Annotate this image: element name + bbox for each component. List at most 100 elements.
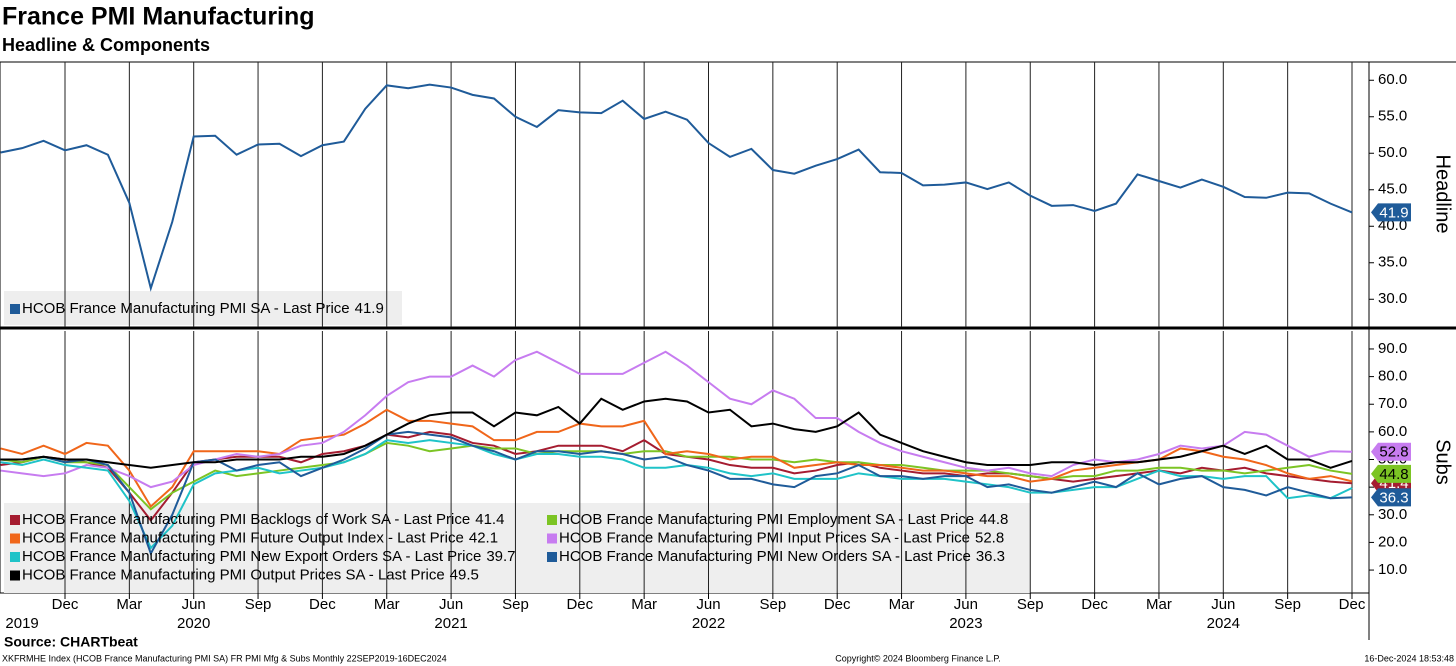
x-tick-label: Dec [824, 596, 851, 613]
legend-entry: HCOB France Manufacturing PMI Employment… [559, 511, 1008, 528]
legend-value: 41.4 [475, 511, 504, 528]
legend-swatch [547, 533, 557, 544]
footer-right: 16-Dec-2024 18:53:48 [1364, 653, 1454, 663]
chart-subtitle: Headline & Components [2, 35, 210, 55]
legend-entry: HCOB France Manufacturing PMI Input Pric… [559, 529, 1004, 546]
x-tick-label: Dec [566, 596, 593, 613]
legend-entry: HCOB France Manufacturing PMI Future Out… [22, 529, 498, 546]
x-year-label: 2023 [949, 615, 982, 632]
legend-name: HCOB France Manufacturing PMI Employment… [559, 511, 974, 528]
footer-left: XKFRMHE Index (HCOB France Manufacturing… [2, 653, 447, 663]
y-tick-label: 10.0 [1378, 561, 1407, 578]
x-tick-label: Sep [759, 596, 786, 613]
legend-entry: HCOB France Manufacturing PMI New Orders… [559, 548, 1005, 565]
legend-entry: HCOB France Manufacturing PMI Output Pri… [22, 566, 479, 583]
data-line [0, 397, 1353, 469]
x-tick-label: Jun [182, 596, 206, 613]
legend-value: 39.7 [486, 548, 515, 565]
x-tick-label: Jun [954, 596, 978, 613]
legend-swatch [10, 304, 20, 314]
legend-swatch [547, 515, 557, 525]
x-tick-label: Sep [1017, 596, 1044, 613]
y-tick-label: 60.0 [1378, 423, 1407, 440]
x-tick-label: Sep [245, 596, 272, 613]
y-tick-label: 45.0 [1378, 181, 1407, 198]
y-tick-label: 20.0 [1378, 533, 1407, 550]
legend-box [4, 503, 1030, 593]
legend-box [4, 291, 402, 325]
x-year-label: 2019 [5, 615, 38, 632]
legend-name: HCOB France Manufacturing PMI Future Out… [22, 529, 464, 546]
x-tick-label: Dec [1081, 596, 1108, 613]
y-tick-label: 40.0 [1378, 217, 1407, 234]
data-line [0, 441, 1353, 511]
legend-name: HCOB France Manufacturing PMI New Orders… [559, 548, 971, 565]
data-line [0, 408, 1353, 509]
x-year-label: 2020 [177, 615, 210, 632]
legend-name: HCOB France Manufacturing PMI SA - Last … [22, 300, 350, 317]
legend-name: HCOB France Manufacturing PMI New Export… [22, 548, 481, 565]
y-axis-title: Subs [1432, 439, 1454, 485]
last-value-label: 36.3 [1379, 489, 1408, 506]
legend-entry: HCOB France Manufacturing PMI New Export… [22, 548, 516, 565]
x-tick-label: Dec [1339, 596, 1366, 613]
x-tick-label: Sep [1274, 596, 1301, 613]
x-tick-label: Jun [696, 596, 720, 613]
x-year-label: 2021 [434, 615, 467, 632]
legend-value: 49.5 [450, 566, 479, 583]
x-tick-label: Dec [309, 596, 336, 613]
x-year-label: 2024 [1207, 615, 1240, 632]
x-tick-label: Sep [502, 596, 529, 613]
x-year-label: 2022 [692, 615, 725, 632]
legend-swatch [547, 552, 557, 562]
y-tick-label: 90.0 [1378, 340, 1407, 357]
last-value-label: 41.9 [1379, 204, 1408, 221]
plot-area [0, 62, 1369, 327]
legend-swatch [10, 552, 20, 562]
x-tick-label: Mar [631, 596, 657, 613]
data-line [0, 430, 1353, 556]
last-value-box [1371, 203, 1411, 222]
legend-entry: HCOB France Manufacturing PMI SA - Last … [22, 300, 384, 317]
y-tick-label: 55.0 [1378, 108, 1407, 125]
x-tick-label: Mar [1146, 596, 1172, 613]
legend-name: HCOB France Manufacturing PMI Backlogs o… [22, 511, 470, 528]
y-tick-label: 60.0 [1378, 71, 1407, 88]
legend-value: 41.9 [355, 300, 384, 317]
chart-title: France PMI Manufacturing [2, 3, 315, 31]
y-tick-label: 50.0 [1378, 144, 1407, 161]
data-line [0, 439, 1353, 550]
source: Source: CHARTbeat [4, 634, 138, 650]
legend-value: 52.8 [975, 529, 1004, 546]
legend-swatch [10, 570, 20, 581]
x-tick-label: Jun [1211, 596, 1235, 613]
y-axis-title: Headline [1432, 155, 1454, 234]
x-tick-label: Mar [116, 596, 142, 613]
data-line [0, 350, 1353, 489]
x-tick-label: Dec [52, 596, 79, 613]
y-tick-label: 35.0 [1378, 254, 1407, 271]
legend-name: HCOB France Manufacturing PMI Output Pri… [22, 566, 445, 583]
data-line [0, 83, 1353, 292]
legend-value: 42.1 [469, 529, 498, 546]
y-tick-label: 70.0 [1378, 395, 1407, 412]
y-tick-label: 30.0 [1378, 506, 1407, 523]
legend-swatch [10, 515, 20, 525]
legend-value: 36.3 [976, 548, 1005, 565]
last-value-label: 52.8 [1379, 444, 1408, 461]
last-value-label: 44.8 [1379, 466, 1408, 483]
y-tick-label: 80.0 [1378, 368, 1407, 385]
legend-swatch [10, 533, 20, 544]
y-tick-label: 30.0 [1378, 290, 1407, 307]
x-tick-label: Mar [889, 596, 915, 613]
legend-value: 44.8 [979, 511, 1008, 528]
data-line [0, 430, 1353, 522]
legend-name: HCOB France Manufacturing PMI Input Pric… [559, 529, 970, 546]
x-tick-label: Mar [374, 596, 400, 613]
last-value-box [1371, 442, 1411, 461]
last-value-box [1371, 488, 1411, 507]
legend-entry: HCOB France Manufacturing PMI Backlogs o… [22, 511, 504, 528]
footer-center: Copyright© 2024 Bloomberg Finance L.P. [835, 653, 1001, 663]
